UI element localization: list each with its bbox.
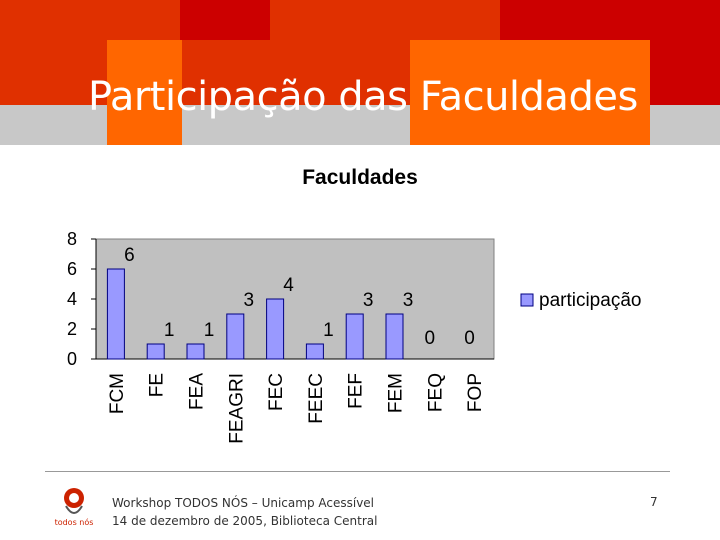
bar	[226, 313, 245, 360]
bar-data-label: 1	[164, 320, 175, 341]
bar-data-label: 0	[425, 328, 436, 349]
bar-data-label: 1	[323, 320, 334, 341]
bar-data-label: 3	[363, 290, 374, 311]
bar	[186, 343, 205, 360]
bar	[385, 313, 404, 360]
bar-data-label: 1	[204, 320, 215, 341]
x-category-label: FEQ	[425, 373, 446, 412]
legend-swatch	[520, 293, 534, 307]
plot-area	[95, 238, 495, 360]
x-category-label: FOP	[465, 373, 486, 412]
bar-data-label: 3	[403, 290, 414, 311]
x-category-label: FEC	[266, 373, 287, 411]
footer-line-2: 14 de dezembro de 2005, Biblioteca Centr…	[112, 514, 378, 528]
bar-data-label: 3	[244, 290, 255, 311]
bar-data-label: 4	[283, 275, 294, 296]
footer-line-1: Workshop TODOS NÓS – Unicamp Acessível	[112, 496, 375, 510]
bar	[106, 268, 125, 360]
x-category-label: FEA	[187, 373, 208, 410]
header-block-orange-left	[107, 40, 182, 145]
chart-title: Faculdades	[302, 166, 418, 189]
y-tick-label: 8	[67, 229, 77, 249]
page-number: 7	[650, 495, 658, 509]
bar	[146, 343, 165, 360]
y-tick-label: 0	[67, 349, 77, 369]
y-tick-label: 2	[67, 319, 77, 339]
bar	[266, 298, 285, 360]
logo-mark-icon	[64, 488, 84, 514]
header-block-orange-mid	[410, 40, 650, 145]
logo: todos nós	[52, 486, 96, 530]
footer-rule	[45, 471, 670, 472]
bar	[305, 343, 324, 360]
x-category-label: FCM	[107, 373, 128, 414]
bar-data-label: 0	[464, 328, 475, 349]
bar-data-label: 6	[124, 245, 135, 266]
logo-text: todos nós	[54, 518, 94, 527]
x-category-label: FEM	[386, 373, 407, 413]
x-category-label: FEEC	[306, 373, 327, 424]
y-tick-label: 4	[67, 289, 77, 309]
legend-label: participação	[539, 290, 641, 311]
x-category-label: FEAGRI	[226, 373, 247, 444]
slide-title: Participação das Faculdades	[88, 74, 638, 120]
header-block-red-small	[182, 40, 272, 105]
x-category-label: FE	[147, 373, 168, 397]
y-tick-label: 6	[67, 259, 77, 279]
bar	[345, 313, 364, 360]
x-category-label: FEF	[346, 373, 367, 409]
